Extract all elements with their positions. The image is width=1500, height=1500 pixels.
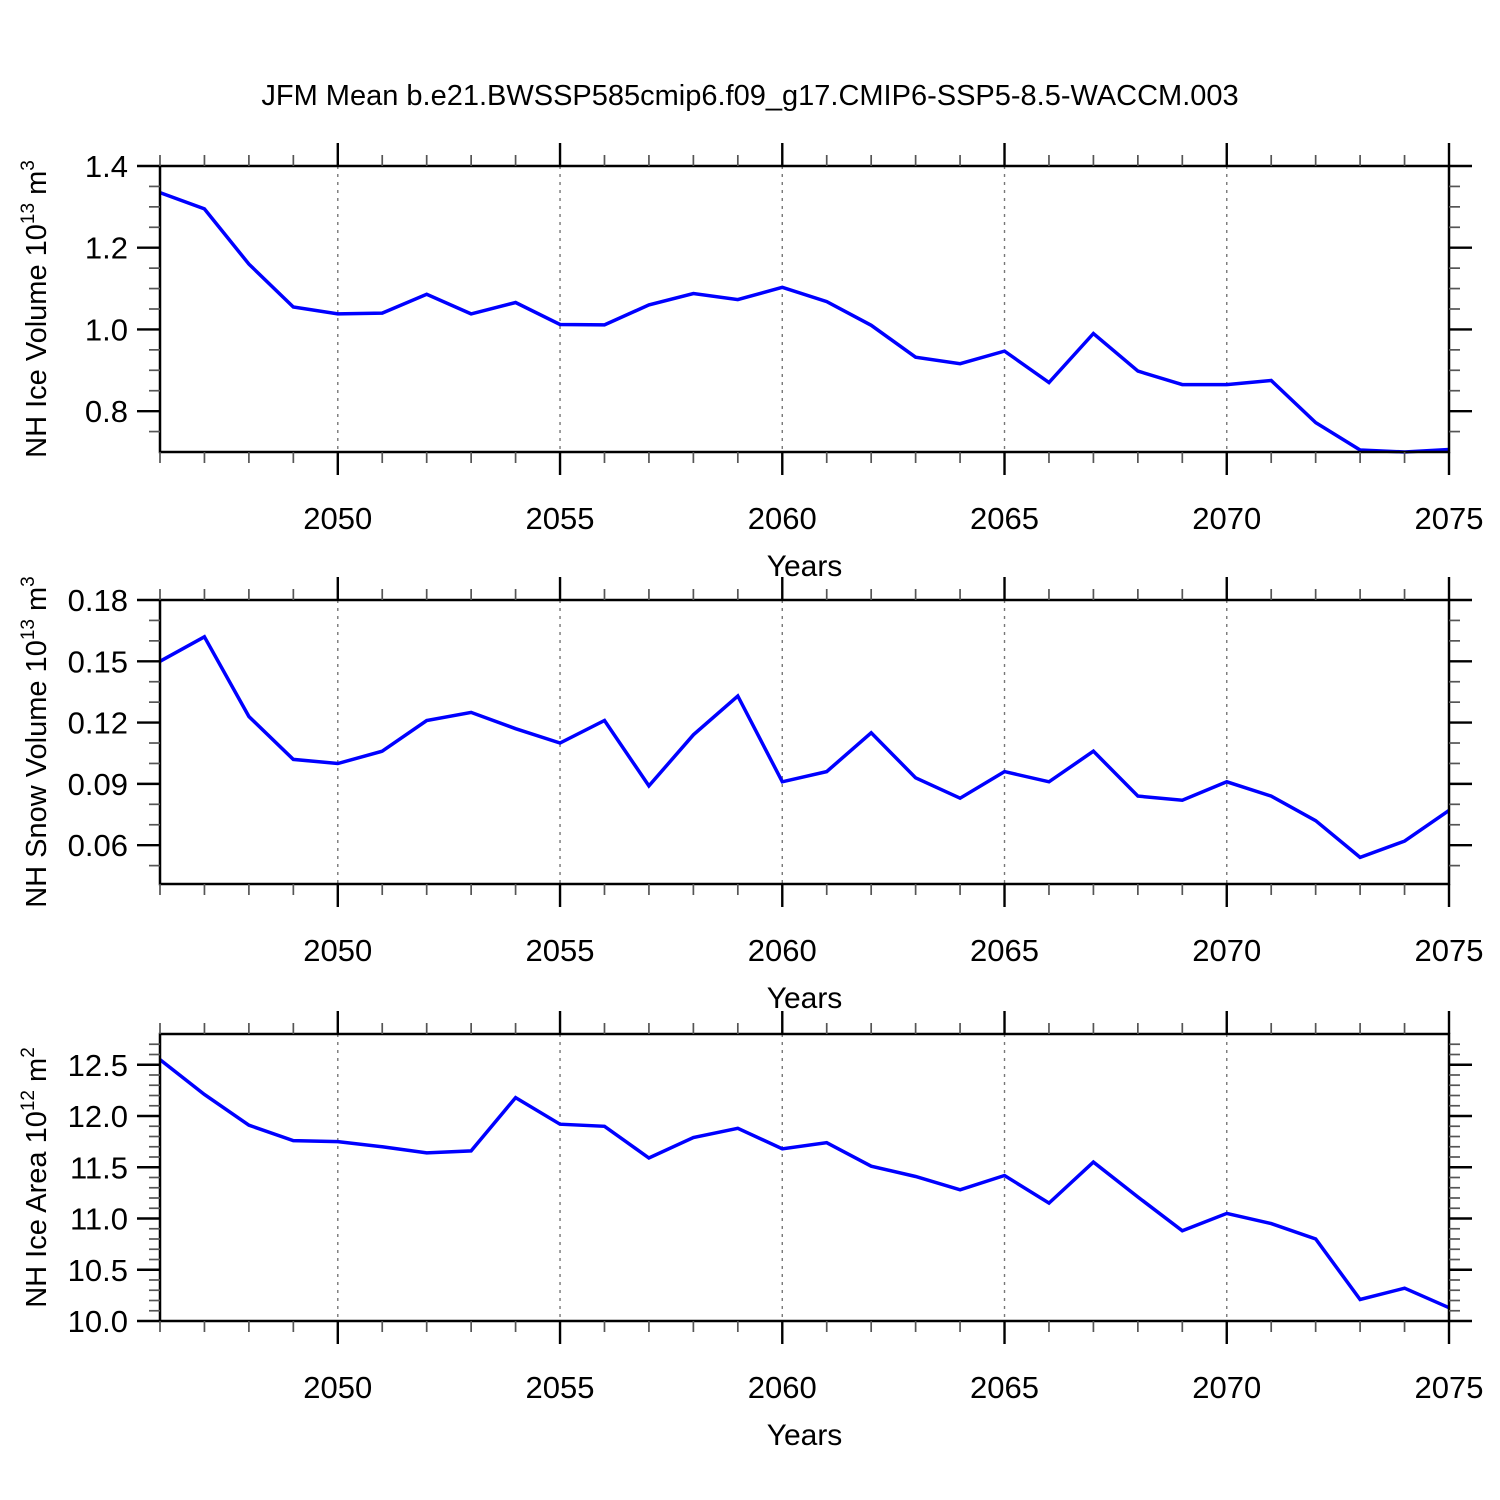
y-axis-title-segment: 12 (18, 1090, 39, 1111)
y-tick-label: 10.0 (68, 1304, 128, 1339)
y-tick-label: 1.0 (85, 312, 128, 347)
y-axis-title-segment: m (21, 171, 53, 203)
y-axis-title-segment: m (21, 587, 53, 619)
y-tick-label: 12.5 (68, 1048, 128, 1083)
y-axis-title-segment: m (21, 1058, 53, 1090)
y-axis-title: NH Ice Volume 1013 m3 (18, 160, 53, 458)
x-tick-label: 2060 (748, 933, 817, 968)
chart-title: JFM Mean b.e21.BWSSP585cmip6.f09_g17.CMI… (261, 80, 1239, 112)
x-tick-label: 2050 (303, 933, 372, 968)
y-tick-label: 10.5 (68, 1253, 128, 1288)
y-axis-title: NH Snow Volume 1013 m3 (18, 576, 53, 908)
y-tick-label: 1.4 (85, 149, 128, 184)
y-tick-label: 1.2 (85, 231, 128, 266)
x-tick-label: 2060 (748, 1370, 817, 1405)
x-tick-label: 2055 (526, 501, 595, 536)
x-axis-title: Years (767, 982, 843, 1015)
y-axis-title-segment: NH Snow Volume 10 (21, 640, 53, 908)
panel-nh-snow-volume: 0.06 0.09 0.12 0.15 0.18 2050 2055 2060 2065 2070… (18, 576, 1483, 1015)
y-tick-label: 11.0 (70, 1202, 128, 1237)
series-nh-ice-area (158, 1058, 1450, 1310)
x-tick-label: 2060 (748, 501, 817, 536)
plot-frame (158, 598, 1451, 886)
panel-nh-ice-volume: 0.8 1.0 1.2 1.4 2050 2055 2060 2065 2070 2075 Year… (18, 143, 1483, 583)
x-tick-label: 2070 (1192, 501, 1261, 536)
y-axis-title-segment: 3 (18, 160, 39, 171)
y-tick-label: 0.15 (68, 644, 128, 679)
y-tick-label: 0.18 (68, 583, 128, 618)
x-tick-label: 2055 (526, 1370, 595, 1405)
x-tick-label: 2050 (303, 1370, 372, 1405)
x-tick-label: 2070 (1192, 933, 1261, 968)
x-tick-label: 2075 (1415, 1370, 1484, 1405)
y-axis-title-segment: NH Ice Area 10 (21, 1111, 53, 1308)
y-axis-title-segment: 3 (18, 576, 39, 587)
plot-frame (158, 164, 1451, 454)
x-tick-label: 2065 (970, 1370, 1039, 1405)
y-tick-label: 0.06 (68, 828, 128, 863)
y-axis-title-segment: 2 (18, 1047, 39, 1058)
series-nh-ice-volume (159, 190, 1450, 454)
y-axis-title-segment: 13 (18, 203, 39, 224)
y-tick-label: 11.5 (70, 1150, 128, 1185)
x-tick-label: 2075 (1415, 501, 1484, 536)
y-axis-title-segment: NH Ice Volume 10 (21, 224, 53, 458)
x-axis-title: Years (767, 550, 843, 583)
x-axis-title: Years (767, 1419, 843, 1452)
y-axis-title: NH Ice Area 1012 m2 (18, 1047, 53, 1308)
y-tick-label: 0.09 (68, 767, 128, 802)
panel-nh-ice-area: 10.0 10.5 11.0 11.5 12.0 12.5 2050 2055 2060 2065… (18, 1011, 1483, 1452)
y-tick-label: 0.8 (85, 394, 128, 429)
y-tick-label: 0.12 (68, 706, 128, 741)
x-tick-label: 2065 (970, 501, 1039, 536)
y-axis-title-segment: 13 (18, 619, 39, 640)
x-tick-label: 2055 (526, 933, 595, 968)
x-tick-label: 2075 (1415, 933, 1484, 968)
plot-frame (158, 1032, 1451, 1323)
x-tick-label: 2050 (303, 501, 372, 536)
x-tick-label: 2065 (970, 933, 1039, 968)
x-tick-label: 2070 (1192, 1370, 1261, 1405)
series-nh-snow-volume (159, 634, 1450, 860)
y-tick-label: 12.0 (68, 1099, 128, 1134)
